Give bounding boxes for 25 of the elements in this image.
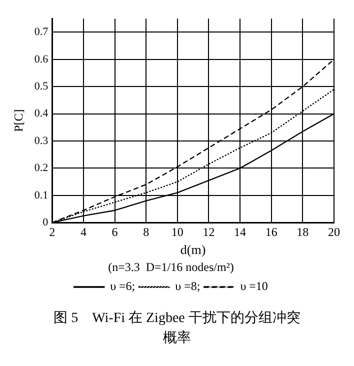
- x-tick-label: 12: [202, 224, 215, 239]
- x-tick-label: 14: [234, 224, 246, 239]
- x-tick-label: 4: [80, 224, 86, 239]
- y-tick-label: 0.1: [34, 189, 48, 202]
- y-tick-label: 0: [42, 216, 49, 228]
- x-tick-label: 2: [49, 224, 56, 239]
- x-tick-label: 20: [328, 224, 340, 239]
- y-tick-label: 0.7: [34, 26, 49, 38]
- x-tick-label: 18: [296, 224, 309, 239]
- x-tick-label: 8: [143, 224, 150, 239]
- x-axis-title: d(m): [180, 242, 206, 258]
- y-tick-label: 0.3: [34, 134, 49, 147]
- y-tick-label: 0.6: [34, 53, 49, 66]
- y-tick-label: 0.2: [34, 162, 48, 174]
- legend-label: υ =8;: [175, 279, 200, 294]
- x-tick-label: 16: [265, 224, 278, 239]
- y-tick-label: 0.5: [34, 80, 49, 92]
- text: 图 5 Wi-Fi 在 Zigbee 干扰下的分组冲突概率: [52, 309, 302, 348]
- y-axis-title: P[C]: [11, 109, 26, 132]
- x-tick-label: 10: [171, 224, 184, 239]
- text: (n=3.3 D=1/16 nodes/m²): [108, 260, 234, 274]
- legend-label: υ =6;: [110, 279, 136, 294]
- x-tick-label: 6: [112, 224, 118, 239]
- y-tick-label: 0.4: [34, 108, 49, 120]
- legend-label: υ =10: [240, 279, 268, 294]
